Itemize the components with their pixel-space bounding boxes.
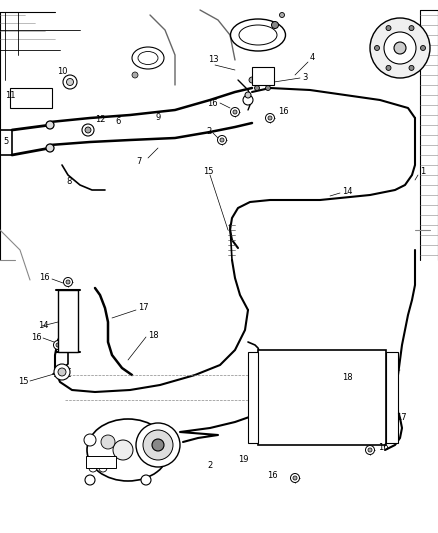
Text: 6: 6: [115, 117, 121, 126]
Bar: [386, 352, 398, 443]
Text: 5: 5: [3, 138, 8, 147]
Circle shape: [143, 430, 173, 460]
Text: 4: 4: [310, 53, 315, 62]
Circle shape: [374, 45, 379, 51]
Circle shape: [152, 439, 164, 451]
Text: 10: 10: [57, 68, 67, 77]
Circle shape: [63, 75, 77, 89]
Circle shape: [370, 18, 430, 78]
Text: 16: 16: [39, 273, 50, 282]
Bar: [10, 88, 52, 108]
Text: 11: 11: [5, 91, 15, 100]
Circle shape: [386, 26, 391, 30]
Bar: [258, 350, 386, 445]
Bar: [248, 352, 258, 443]
Text: 12: 12: [95, 116, 106, 125]
Text: 7: 7: [137, 157, 142, 166]
Circle shape: [220, 138, 224, 142]
Circle shape: [85, 127, 91, 133]
Text: 18: 18: [342, 374, 353, 383]
Circle shape: [233, 110, 237, 114]
Circle shape: [409, 66, 414, 70]
Circle shape: [262, 36, 268, 41]
Bar: [252, 67, 274, 85]
Text: 3: 3: [302, 74, 307, 83]
Text: 19: 19: [238, 456, 248, 464]
Circle shape: [67, 78, 74, 85]
Circle shape: [136, 423, 180, 467]
Text: 1: 1: [420, 167, 425, 176]
Text: 14: 14: [342, 188, 353, 197]
Circle shape: [279, 12, 285, 18]
Text: 17: 17: [138, 303, 148, 312]
Circle shape: [82, 124, 94, 136]
Circle shape: [386, 66, 391, 70]
Text: 16: 16: [207, 99, 218, 108]
Circle shape: [368, 448, 372, 452]
Text: 16: 16: [378, 442, 389, 451]
Circle shape: [420, 45, 425, 51]
Circle shape: [64, 278, 73, 287]
Text: 2: 2: [207, 461, 212, 470]
Text: 15: 15: [18, 377, 28, 386]
Circle shape: [249, 77, 255, 83]
Text: 8: 8: [67, 177, 72, 187]
Circle shape: [132, 72, 138, 78]
Circle shape: [141, 475, 151, 485]
Text: 18: 18: [148, 330, 159, 340]
Text: 16: 16: [278, 108, 289, 117]
Circle shape: [46, 144, 54, 152]
Circle shape: [89, 464, 97, 472]
Ellipse shape: [239, 25, 277, 45]
Text: 9: 9: [155, 114, 161, 123]
Circle shape: [99, 464, 107, 472]
Text: 16: 16: [267, 471, 278, 480]
Circle shape: [113, 440, 133, 460]
Circle shape: [265, 114, 275, 123]
Circle shape: [290, 473, 300, 482]
Circle shape: [243, 95, 253, 105]
Circle shape: [265, 76, 271, 80]
Circle shape: [245, 92, 251, 98]
Text: 13: 13: [208, 55, 219, 64]
Circle shape: [254, 76, 259, 80]
Circle shape: [58, 368, 66, 376]
Circle shape: [218, 135, 226, 144]
Circle shape: [293, 476, 297, 480]
Circle shape: [54, 364, 70, 380]
Circle shape: [268, 116, 272, 120]
Bar: [58, 290, 78, 352]
Ellipse shape: [230, 19, 286, 51]
Circle shape: [254, 85, 259, 91]
Ellipse shape: [132, 47, 164, 69]
Circle shape: [46, 121, 54, 129]
Circle shape: [394, 42, 406, 54]
Circle shape: [387, 387, 397, 397]
Ellipse shape: [87, 419, 169, 481]
Circle shape: [265, 85, 271, 91]
Bar: [86, 456, 116, 468]
Text: 2: 2: [207, 127, 212, 136]
Circle shape: [365, 446, 374, 455]
Circle shape: [53, 341, 63, 350]
Text: 16: 16: [32, 334, 42, 343]
Circle shape: [66, 280, 70, 284]
Circle shape: [84, 434, 96, 446]
Circle shape: [101, 435, 115, 449]
Circle shape: [387, 407, 397, 417]
Text: 17: 17: [396, 414, 406, 423]
Circle shape: [387, 367, 397, 377]
Circle shape: [255, 72, 261, 78]
Circle shape: [272, 21, 279, 28]
Circle shape: [85, 475, 95, 485]
Ellipse shape: [138, 52, 158, 64]
Text: 15: 15: [203, 167, 213, 176]
Text: 14: 14: [38, 320, 49, 329]
Circle shape: [409, 26, 414, 30]
Circle shape: [384, 32, 416, 64]
Circle shape: [56, 343, 60, 347]
Circle shape: [230, 108, 240, 117]
